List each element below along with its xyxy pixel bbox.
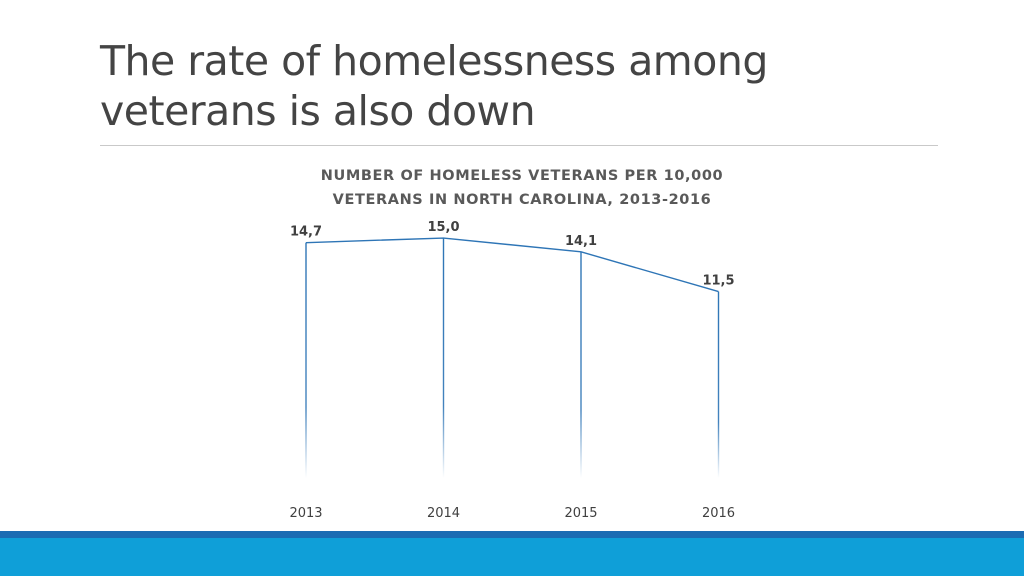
- slide-title: The rate of homelessness among veterans …: [100, 36, 960, 136]
- x-tick-label: 2013: [289, 506, 322, 521]
- series-line: [305, 237, 719, 293]
- data-label: 14,1: [565, 234, 597, 249]
- footer-band-dark: [0, 531, 1024, 538]
- data-label: 14,7: [290, 225, 322, 240]
- chart-title-line-1: NUMBER OF HOMELESS VETERANS PER 10,000: [320, 168, 724, 184]
- x-tick-label: 2015: [564, 506, 597, 521]
- footer-band-light: [0, 538, 1024, 576]
- drop-line: [442, 238, 445, 478]
- chart-title-line-2: VETERANS IN NORTH CAROLINA, 2013-2016: [332, 192, 712, 208]
- data-label: 11,5: [702, 274, 734, 289]
- slide-title-line-1: The rate of homelessness among: [100, 37, 768, 85]
- series-line-group: [305, 237, 719, 293]
- slide-title-line-2: veterans is also down: [100, 87, 536, 135]
- drop-line: [717, 291, 720, 478]
- x-axis-tick-labels: 2013 2014 2015 2016: [289, 506, 735, 521]
- data-labels: 14,7 15,0 14,1 11,5: [290, 220, 735, 289]
- chart-title: NUMBER OF HOMELESS VETERANS PER 10,000 V…: [222, 164, 822, 212]
- drop-line: [580, 251, 582, 478]
- title-divider: [100, 145, 938, 146]
- drop-line: [305, 242, 307, 478]
- data-label: 15,0: [427, 220, 459, 235]
- x-tick-label: 2016: [702, 506, 735, 521]
- drop-lines: [305, 238, 720, 478]
- x-tick-label: 2014: [427, 506, 460, 521]
